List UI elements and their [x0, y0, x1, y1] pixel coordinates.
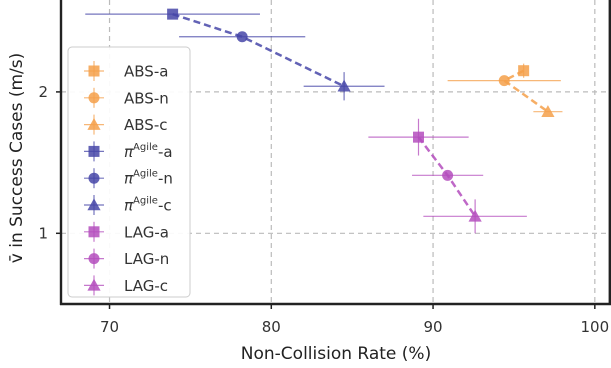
legend-marker-lag-n	[88, 253, 100, 265]
x-tick-label-3: 100	[581, 318, 610, 336]
connector-piagile	[172, 12, 345, 88]
legend-label-superscript: Agile	[133, 196, 158, 207]
y-axis-label: v̄ in Success Cases (m/s)	[7, 53, 27, 263]
legend-label-piagile-c: πAgile-c	[124, 196, 172, 215]
series-connectors	[172, 12, 549, 218]
legend-label-suffix: -n	[158, 170, 173, 188]
legend-label-suffix: -c	[154, 116, 168, 134]
legend-label-superscript: Agile	[133, 142, 158, 153]
legend-label-base: π	[124, 143, 134, 161]
legend-label-base: ABS	[124, 116, 154, 134]
x-tick-label-2: 90	[424, 318, 443, 336]
y-tick-label-0: 1	[38, 224, 48, 242]
legend-marker-abs-n	[88, 92, 100, 104]
legend-label-base: ABS	[124, 89, 154, 107]
legend-marker-piagile-n	[88, 172, 100, 184]
legend-label-piagile-a: πAgile-a	[124, 142, 173, 161]
marker-abs-a	[518, 65, 530, 77]
legend-marker-piagile-c	[87, 198, 101, 211]
x-axis-label: Non-Collision Rate (%)	[241, 344, 431, 364]
x-tick-label-1: 80	[262, 318, 281, 336]
legend-label-base: LAG	[124, 223, 154, 241]
connector-abs	[501, 69, 549, 113]
legend-marker-lag-a	[88, 226, 100, 238]
marker-abs-n	[498, 75, 510, 87]
legend-label-abs-a: ABS-a	[124, 63, 168, 81]
legend-marker-abs-a	[88, 65, 100, 77]
legend-label-suffix: -c	[158, 197, 172, 215]
legend-label-lag-a: LAG-a	[124, 223, 169, 241]
legend-marker-abs-c	[87, 118, 101, 130]
legend-label-lag-c: LAG-c	[124, 277, 168, 295]
marker-piagile-n	[236, 31, 248, 43]
legend-marker-piagile-a	[88, 145, 100, 157]
marker-piagile-a	[167, 8, 179, 20]
legend-label-suffix: -n	[154, 250, 169, 268]
y-tick-label-1: 2	[38, 83, 48, 101]
legend-label-suffix: -a	[158, 143, 173, 161]
marker-abs-c	[541, 105, 555, 117]
legend-label-abs-c: ABS-c	[124, 116, 167, 134]
legend-label-suffix: -a	[154, 223, 169, 241]
legend-label-base: LAG	[124, 277, 154, 295]
legend-label-piagile-n: πAgile-n	[124, 169, 173, 188]
tick-labels: 70 80 90 100 1 2	[38, 83, 609, 336]
legend: ABS-aABS-nABS-cπAgile-aπAgile-nπAgile-cL…	[67, 46, 191, 298]
legend-label-suffix: -c	[154, 277, 168, 295]
data-markers	[167, 8, 555, 222]
marker-lag-a	[413, 131, 424, 143]
legend-label-base: π	[124, 197, 134, 215]
legend-label-suffix: -a	[154, 63, 169, 81]
legend-label-abs-n: ABS-n	[124, 89, 169, 107]
x-tick-label-0: 70	[100, 318, 119, 336]
legend-label-base: ABS	[124, 63, 154, 81]
marker-lag-c	[468, 209, 482, 222]
legend-label-base: LAG	[124, 250, 154, 268]
axes	[56, 0, 611, 309]
legend-label-suffix: -n	[154, 89, 169, 107]
legend-label-lag-n: LAG-n	[124, 250, 169, 268]
legend-marker-lag-c	[87, 278, 101, 291]
legend-label-superscript: Agile	[133, 169, 158, 180]
legend-label-base: π	[124, 170, 134, 188]
marker-piagile-c	[337, 79, 351, 92]
marker-lag-n	[442, 169, 454, 181]
